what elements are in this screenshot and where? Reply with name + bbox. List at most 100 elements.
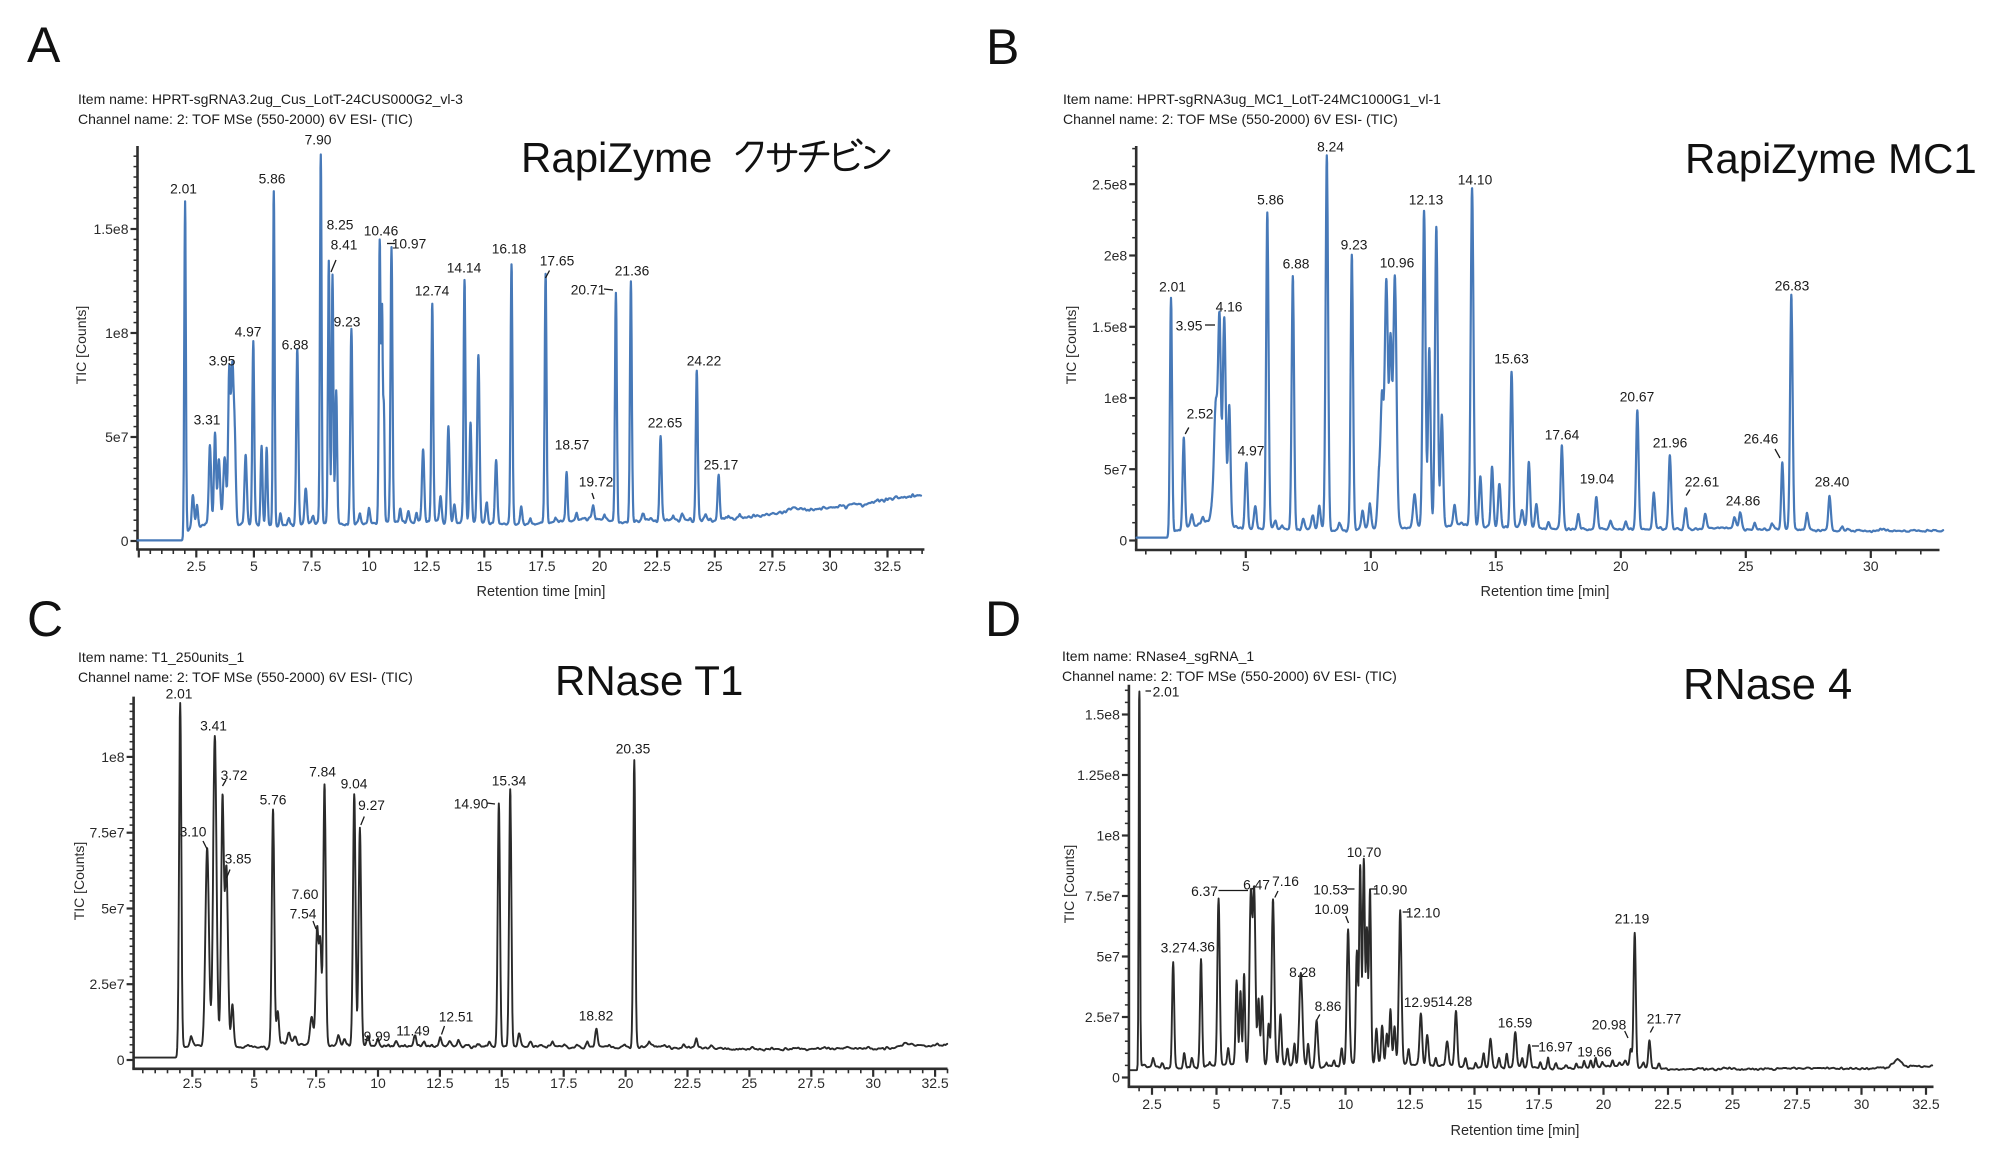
svg-text:30: 30 xyxy=(1863,558,1879,574)
svg-text:5.76: 5.76 xyxy=(260,792,287,807)
svg-text:15: 15 xyxy=(1488,558,1504,574)
svg-text:1.25e8: 1.25e8 xyxy=(1077,767,1120,783)
svg-text:B: B xyxy=(986,19,1019,75)
svg-text:2.01: 2.01 xyxy=(170,181,197,196)
svg-text:10.46: 10.46 xyxy=(364,223,399,238)
svg-text:0: 0 xyxy=(117,1052,125,1068)
svg-text:14.10: 14.10 xyxy=(1458,172,1493,187)
svg-text:32.5: 32.5 xyxy=(1912,1096,1939,1112)
svg-text:0: 0 xyxy=(1112,1070,1120,1086)
svg-text:6.47: 6.47 xyxy=(1243,877,1270,892)
svg-text:18.82: 18.82 xyxy=(579,1008,614,1023)
svg-text:RapiZyme: RapiZyme xyxy=(521,134,712,181)
svg-text:0: 0 xyxy=(121,533,129,549)
svg-text:Retention time [min]: Retention time [min] xyxy=(1481,584,1610,600)
svg-text:7.5e7: 7.5e7 xyxy=(90,825,125,841)
svg-text:1.5e8: 1.5e8 xyxy=(93,221,128,237)
svg-text:17.65: 17.65 xyxy=(540,253,575,268)
svg-text:25: 25 xyxy=(707,558,723,574)
svg-text:25: 25 xyxy=(1725,1096,1741,1112)
svg-text:7.84: 7.84 xyxy=(309,764,336,779)
svg-text:30: 30 xyxy=(822,558,838,574)
svg-text:18.57: 18.57 xyxy=(555,437,590,452)
svg-text:20.35: 20.35 xyxy=(616,741,651,756)
svg-text:Channel name: 2: TOF MSe (550-: Channel name: 2: TOF MSe (550-2000) 6V E… xyxy=(1063,111,1398,127)
svg-text:12.51: 12.51 xyxy=(439,1009,474,1024)
svg-text:24.86: 24.86 xyxy=(1726,493,1761,508)
svg-text:17.5: 17.5 xyxy=(528,558,555,574)
svg-text:TIC [Counts]: TIC [Counts] xyxy=(1063,306,1079,385)
svg-text:17.64: 17.64 xyxy=(1545,427,1580,442)
svg-text:10: 10 xyxy=(361,558,377,574)
svg-text:14.28: 14.28 xyxy=(1438,994,1473,1009)
svg-text:16.97: 16.97 xyxy=(1538,1039,1573,1054)
svg-text:24.22: 24.22 xyxy=(687,353,722,368)
svg-text:Item name: T1_250units_1: Item name: T1_250units_1 xyxy=(78,649,245,665)
svg-text:15: 15 xyxy=(477,558,493,574)
svg-text:12.5: 12.5 xyxy=(1396,1096,1423,1112)
svg-text:10.53: 10.53 xyxy=(1313,882,1348,897)
svg-text:RapiZyme MC1: RapiZyme MC1 xyxy=(1685,135,1977,182)
svg-text:5.86: 5.86 xyxy=(259,171,286,186)
svg-text:25.17: 25.17 xyxy=(704,457,739,472)
svg-text:4.97: 4.97 xyxy=(1238,443,1265,458)
svg-text:5: 5 xyxy=(250,558,258,574)
svg-text:20: 20 xyxy=(1613,558,1629,574)
svg-text:32.5: 32.5 xyxy=(921,1075,948,1091)
svg-text:14.14: 14.14 xyxy=(447,260,482,275)
svg-text:8.25: 8.25 xyxy=(327,217,354,232)
svg-text:9.27: 9.27 xyxy=(358,798,385,813)
svg-text:5e7: 5e7 xyxy=(1097,949,1121,965)
svg-text:10.96: 10.96 xyxy=(1380,255,1415,270)
svg-text:1e8: 1e8 xyxy=(1104,390,1128,406)
svg-text:20.71: 20.71 xyxy=(571,282,606,297)
svg-text:0: 0 xyxy=(1119,533,1127,549)
svg-text:10: 10 xyxy=(1363,558,1379,574)
svg-text:3.72: 3.72 xyxy=(221,768,248,783)
svg-text:28.40: 28.40 xyxy=(1815,474,1850,489)
svg-text:21.36: 21.36 xyxy=(615,263,650,278)
svg-text:26.46: 26.46 xyxy=(1744,431,1779,446)
svg-text:22.5: 22.5 xyxy=(644,558,671,574)
svg-text:8.28: 8.28 xyxy=(1289,965,1316,980)
svg-text:7.90: 7.90 xyxy=(305,132,332,147)
svg-text:3.27: 3.27 xyxy=(1161,940,1188,955)
svg-text:4.16: 4.16 xyxy=(1216,299,1243,314)
svg-text:4.97: 4.97 xyxy=(235,324,262,339)
svg-text:1.5e8: 1.5e8 xyxy=(1092,319,1127,335)
svg-text:2.5e7: 2.5e7 xyxy=(1085,1009,1120,1025)
svg-text:3.10: 3.10 xyxy=(180,824,207,839)
svg-text:19.66: 19.66 xyxy=(1577,1044,1612,1059)
svg-text:17.5: 17.5 xyxy=(550,1075,577,1091)
svg-text:15: 15 xyxy=(494,1075,510,1091)
svg-text:30: 30 xyxy=(865,1075,881,1091)
svg-text:1.5e8: 1.5e8 xyxy=(1085,707,1120,723)
svg-text:5: 5 xyxy=(1242,558,1250,574)
svg-text:20.67: 20.67 xyxy=(1620,389,1655,404)
svg-text:22.5: 22.5 xyxy=(674,1075,701,1091)
svg-text:5e7: 5e7 xyxy=(1104,461,1128,477)
svg-text:1e8: 1e8 xyxy=(105,325,129,341)
svg-text:15.34: 15.34 xyxy=(492,773,527,788)
svg-text:12.10: 12.10 xyxy=(1406,905,1441,920)
svg-text:22.61: 22.61 xyxy=(1685,474,1720,489)
svg-text:16.18: 16.18 xyxy=(492,241,527,256)
svg-text:25: 25 xyxy=(1738,558,1754,574)
svg-text:20: 20 xyxy=(618,1075,634,1091)
svg-text:19.04: 19.04 xyxy=(1580,471,1615,486)
svg-text:2.5: 2.5 xyxy=(1142,1096,1162,1112)
svg-text:6.37: 6.37 xyxy=(1191,884,1218,899)
svg-text:Retention time [min]: Retention time [min] xyxy=(477,584,606,600)
svg-text:10.09: 10.09 xyxy=(1314,902,1349,917)
svg-text:2.52: 2.52 xyxy=(1187,406,1214,421)
svg-text:10: 10 xyxy=(1338,1096,1354,1112)
svg-text:Item name: HPRT-sgRNA3ug_MC1_L: Item name: HPRT-sgRNA3ug_MC1_LotT-24MC10… xyxy=(1063,91,1441,107)
svg-text:21.77: 21.77 xyxy=(1647,1011,1682,1026)
svg-text:3.41: 3.41 xyxy=(200,718,227,733)
svg-text:TIC [Counts]: TIC [Counts] xyxy=(1061,845,1077,924)
svg-text:Channel name: 2: TOF MSe (550-: Channel name: 2: TOF MSe (550-2000) 6V E… xyxy=(1062,668,1397,684)
svg-text:27.5: 27.5 xyxy=(1783,1096,1810,1112)
svg-text:15.63: 15.63 xyxy=(1494,351,1529,366)
svg-text:4.36: 4.36 xyxy=(1188,939,1215,954)
svg-text:TIC [Counts]: TIC [Counts] xyxy=(71,842,87,921)
